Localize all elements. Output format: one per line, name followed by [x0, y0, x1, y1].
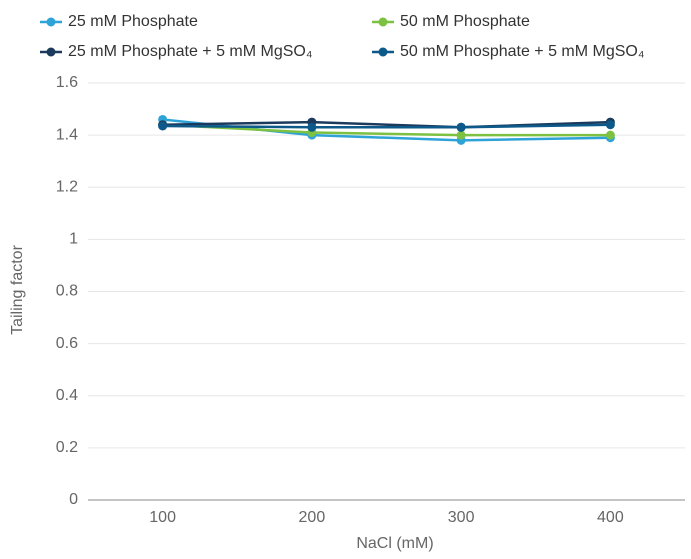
x-tick-label: 200 — [299, 509, 326, 526]
legend-label: 50 mM Phosphate — [400, 13, 530, 30]
legend-marker — [378, 47, 388, 57]
legend-label: 25 mM Phosphate — [68, 13, 198, 30]
x-tick-label: 300 — [448, 509, 475, 526]
y-tick-label: 1 — [69, 231, 78, 248]
legend-marker — [46, 17, 56, 27]
x-axis-label: NaCl (mM) — [356, 535, 433, 552]
series-line — [162, 120, 611, 129]
x-tick-label: 100 — [149, 509, 176, 526]
data-point — [456, 130, 466, 140]
series-line — [162, 123, 611, 129]
y-tick-label: 1.4 — [56, 126, 78, 143]
data-point — [307, 122, 317, 132]
legend-label: 25 mM Phosphate + 5 mM MgSO₄ — [68, 43, 312, 60]
legend-marker — [46, 47, 56, 57]
y-tick-label: 0 — [69, 491, 78, 508]
data-point — [605, 130, 615, 140]
y-tick-label: 1.6 — [56, 74, 78, 91]
legend-marker — [378, 17, 388, 27]
y-tick-label: 0.2 — [56, 439, 78, 456]
y-axis-label: Tailing factor — [9, 244, 26, 334]
y-tick-label: 0.4 — [56, 387, 78, 404]
legend-label: 50 mM Phosphate + 5 mM MgSO₄ — [400, 43, 644, 60]
y-tick-label: 0.8 — [56, 283, 78, 300]
y-tick-label: 0.6 — [56, 335, 78, 352]
data-point — [158, 121, 168, 131]
y-tick-label: 1.2 — [56, 178, 78, 195]
data-point — [605, 120, 615, 130]
data-point — [456, 122, 466, 132]
series-line — [162, 123, 611, 137]
x-tick-label: 400 — [597, 509, 624, 526]
